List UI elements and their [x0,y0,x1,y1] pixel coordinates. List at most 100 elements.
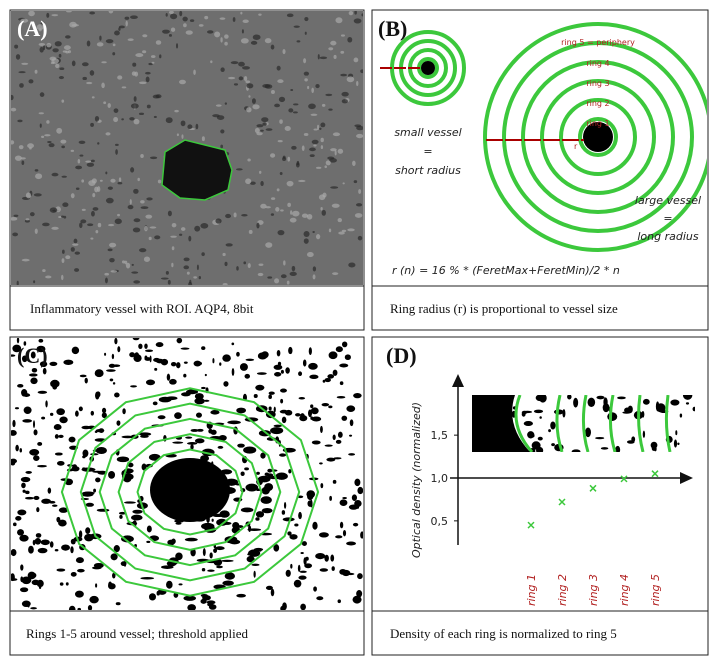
texture [95,478,101,483]
texture [52,48,58,52]
texture [309,347,312,355]
texture [311,88,314,94]
texture [45,276,51,279]
texture [224,42,228,46]
texture [11,549,17,556]
x-tick-label: ring 5 [649,574,662,606]
texture [35,173,42,179]
texture [197,264,199,270]
texture [51,58,59,64]
texture [21,63,28,65]
texture [43,368,47,375]
texture [312,522,317,530]
texture [233,17,236,22]
large-vessel: large vessel [635,194,701,207]
texture [10,573,15,581]
figure: ring 1 ring 2 ring 3 ring 4 ring 5 = per… [0,0,718,660]
texture [13,523,17,527]
texture [237,444,245,448]
texture [95,583,97,587]
small-vessel: small vessel [394,126,461,139]
texture [243,19,249,23]
texture [595,437,604,439]
texture [95,230,98,233]
texture [329,351,338,359]
texture [55,64,59,68]
texture [298,565,301,572]
y-axis-label: Optical density (normalized) [410,402,423,558]
texture [191,429,199,432]
texture [292,211,300,217]
texture [20,448,22,452]
texture [330,555,334,562]
texture [132,510,142,514]
texture [539,416,541,419]
texture [114,393,120,398]
caption: Inflammatory vessel with ROI. AQP4, 8bit [30,301,254,316]
x-tick-label: ring 3 [587,574,600,606]
texture [135,53,143,57]
texture [274,365,283,370]
texture [61,100,64,103]
texture [347,76,355,82]
texture [117,346,120,352]
texture [108,224,114,226]
texture [245,374,251,379]
texture [9,430,16,436]
texture [349,11,354,15]
texture [171,28,175,32]
texture [220,17,226,20]
texture [236,168,243,170]
texture [315,84,319,88]
texture [42,269,45,272]
texture [25,497,34,500]
texture [41,539,50,545]
texture [150,226,157,228]
texture [35,228,38,234]
texture [306,490,315,498]
texture [522,412,526,417]
texture [282,510,285,515]
texture [132,71,136,76]
texture [34,193,42,196]
texture [90,237,93,239]
texture [310,418,316,420]
texture [224,262,227,266]
texture [183,23,187,27]
texture [187,272,190,275]
texture [354,10,357,15]
caption: Density of each ring is normalized to ri… [390,626,617,641]
texture [340,381,344,385]
texture [156,359,164,364]
x-tick-label: ring 2 [556,574,569,606]
texture [168,280,171,285]
texture [185,437,192,439]
texture [55,434,59,439]
texture [108,471,115,479]
texture [187,124,192,129]
texture [262,84,270,88]
texture [300,571,307,573]
texture [220,129,224,133]
texture [181,120,186,126]
texture [108,103,111,108]
texture [674,440,677,448]
texture [106,198,114,204]
texture [72,61,76,67]
texture [348,262,355,267]
texture [271,45,275,50]
texture [322,104,325,107]
texture [188,236,191,242]
texture [59,417,67,424]
texture [145,357,151,361]
texture [304,231,310,237]
texture [49,501,56,504]
texture [25,471,32,474]
texture [166,271,169,275]
texture [96,429,105,432]
texture [149,593,156,600]
texture [285,367,290,373]
texture [76,188,80,190]
texture [87,41,91,47]
texture [320,57,327,60]
